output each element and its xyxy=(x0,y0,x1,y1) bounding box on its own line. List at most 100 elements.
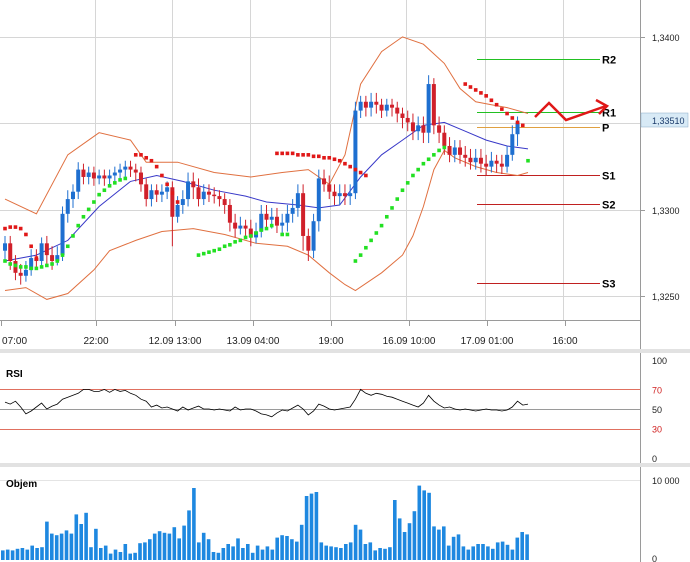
volume-bar xyxy=(216,552,221,560)
sar-dot xyxy=(348,164,352,169)
volume-bar xyxy=(505,544,510,560)
sar-dot xyxy=(24,232,28,237)
volume-bar xyxy=(417,485,422,560)
panel-separator[interactable] xyxy=(0,463,690,467)
candle xyxy=(468,148,473,170)
candle xyxy=(217,190,222,207)
candle-body xyxy=(175,204,180,217)
sar-dot xyxy=(123,176,128,181)
volume-bar xyxy=(182,525,186,560)
sar-dot xyxy=(494,102,499,107)
volume-bar xyxy=(172,527,177,560)
sar-dot xyxy=(3,259,7,263)
sar-dot xyxy=(395,197,400,201)
volume-bar xyxy=(422,490,426,560)
candle xyxy=(478,148,483,173)
volume-bar xyxy=(275,537,279,560)
candle-body xyxy=(410,122,415,132)
sar-dot xyxy=(24,265,28,269)
candle xyxy=(128,160,133,177)
sar-dot xyxy=(322,155,326,160)
volume-bar xyxy=(84,512,88,560)
sar-dot xyxy=(97,192,101,197)
volume-bar xyxy=(201,532,206,560)
sar-dot xyxy=(374,231,379,235)
volume-bar xyxy=(192,488,196,560)
candle-body xyxy=(138,172,143,185)
pivot-label-s1: S1 xyxy=(602,171,615,183)
sar-dot xyxy=(217,247,222,252)
sar-dot xyxy=(290,151,295,156)
volume-bar xyxy=(197,542,201,560)
candle xyxy=(227,199,232,232)
sar-dot xyxy=(500,107,504,111)
candle xyxy=(123,160,128,177)
sar-dot xyxy=(285,151,290,156)
price-panel: R2 R1 P S1 S2 S3 xyxy=(0,0,640,320)
volume-tick-label: 10 000 xyxy=(652,476,680,486)
candle xyxy=(384,98,389,117)
sar-dot xyxy=(18,226,23,231)
sar-dot xyxy=(201,251,206,256)
sar-dot xyxy=(484,94,488,98)
candle-body xyxy=(97,175,102,179)
volume-bar xyxy=(64,530,69,560)
volume-bar xyxy=(167,533,172,560)
sar-dot xyxy=(243,235,248,240)
volume-bar xyxy=(108,553,113,560)
volume-bar xyxy=(10,550,15,560)
volume-bar xyxy=(358,529,363,560)
candle xyxy=(499,154,504,175)
candle-body xyxy=(494,160,499,164)
panel-separator[interactable] xyxy=(0,349,690,353)
volume-bar xyxy=(402,532,407,560)
candle xyxy=(390,98,395,117)
candle xyxy=(295,184,300,217)
candle xyxy=(274,207,279,233)
sar-dot xyxy=(160,173,164,178)
volume-bar xyxy=(1,550,5,560)
sar-dot xyxy=(45,263,49,268)
candle-body xyxy=(290,207,295,214)
candle-body xyxy=(510,134,515,155)
sar-dot xyxy=(113,181,117,185)
sar-dot xyxy=(364,245,368,250)
candle-body xyxy=(107,175,112,179)
volume-bar xyxy=(40,547,44,560)
sar-dot xyxy=(426,157,431,162)
volume-bar xyxy=(344,544,348,560)
candle xyxy=(301,184,306,251)
candle xyxy=(81,163,86,185)
sar-dot xyxy=(296,153,300,157)
price-tick-label: 1,3250 xyxy=(652,292,680,302)
volume-bar xyxy=(128,553,132,560)
pivot-label-s2: S2 xyxy=(602,200,615,212)
candle xyxy=(473,148,478,170)
volume-bar xyxy=(148,539,152,560)
candle xyxy=(212,187,217,204)
candle-body xyxy=(3,243,7,251)
sar-dot xyxy=(489,98,494,103)
sar-dot xyxy=(18,265,23,269)
candle-body xyxy=(264,213,269,220)
candle-body xyxy=(505,154,510,167)
rsi-line xyxy=(4,388,529,418)
candle-body xyxy=(18,272,23,276)
candle-body xyxy=(238,225,243,229)
volume-bar xyxy=(206,539,211,560)
candle xyxy=(510,125,515,161)
candle-body xyxy=(348,193,353,197)
candle xyxy=(337,184,342,205)
sar-dot xyxy=(379,223,384,228)
volume-bar xyxy=(89,547,93,560)
candle-body xyxy=(327,184,332,192)
volume-bar xyxy=(334,547,338,560)
volume-bar xyxy=(442,526,446,560)
candle xyxy=(243,219,248,238)
sar-dot xyxy=(149,158,154,163)
sar-dot xyxy=(473,88,478,92)
candle xyxy=(50,246,55,270)
candle-body xyxy=(332,191,337,197)
candle-body xyxy=(515,122,520,135)
candle-body xyxy=(23,269,28,276)
